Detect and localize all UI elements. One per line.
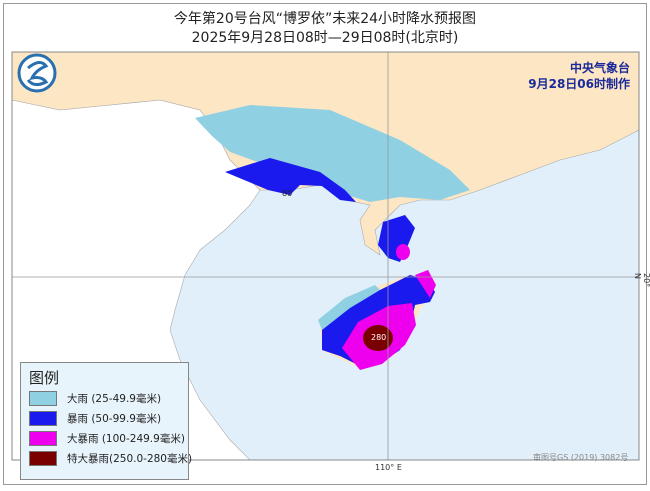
legend-label: 大雨 (25-49.9毫米) [67, 392, 162, 405]
contour-label: 80 [282, 189, 293, 198]
issuer-name: 中央气象台 [569, 61, 630, 75]
latitude-label: 20° N [633, 273, 650, 288]
rain-zone-heavy-rainstorm-leizhou [396, 244, 410, 260]
rain-zone-extreme-rainstorm [363, 325, 393, 351]
map-subtitle: 2025年9月28日08时—29日08时(北京时) [191, 30, 459, 46]
rain-zone-rainstorm [225, 158, 356, 202]
outer-border [3, 3, 647, 485]
map-frame [11, 51, 640, 461]
legend-swatch [29, 450, 57, 466]
legend-swatch [29, 410, 57, 426]
issue-time: 9月28日06时制作 [528, 77, 630, 91]
legend-label: 大暴雨 (100-249.9毫米) [67, 432, 185, 445]
legend-item: 大暴雨 (100-249.9毫米) [29, 430, 185, 446]
legend-swatch [29, 430, 57, 446]
legend-item: 大雨 (25-49.9毫米) [29, 390, 161, 406]
map-title: 今年第20号台风“博罗依”未来24小时降水预报图 [173, 11, 477, 27]
legend-label: 特大暴雨(250.0-280毫米) [67, 452, 193, 465]
logo-icon [17, 53, 57, 93]
approval-number: 审图号GS (2019) 3082号 [533, 453, 629, 462]
rain-zone-heavy [195, 105, 470, 202]
legend-item: 特大暴雨(250.0-280毫米) [29, 450, 192, 466]
longitude-label: 110° E [375, 463, 402, 472]
legend-title: 图例 [29, 369, 60, 387]
legend-swatch [29, 390, 57, 406]
contour-label: 280 [371, 333, 387, 342]
issuer: 中央气象台 9月28日06时制作 [528, 60, 630, 92]
legend-label: 暴雨 (50-99.9毫米) [67, 412, 162, 425]
legend: 图例 大雨 (25-49.9毫米) 暴雨 (50-99.9毫米) 大暴雨 (10… [20, 362, 192, 480]
rain-zone-rainstorm-leizhou [378, 215, 415, 262]
legend-item: 暴雨 (50-99.9毫米) [29, 410, 161, 426]
